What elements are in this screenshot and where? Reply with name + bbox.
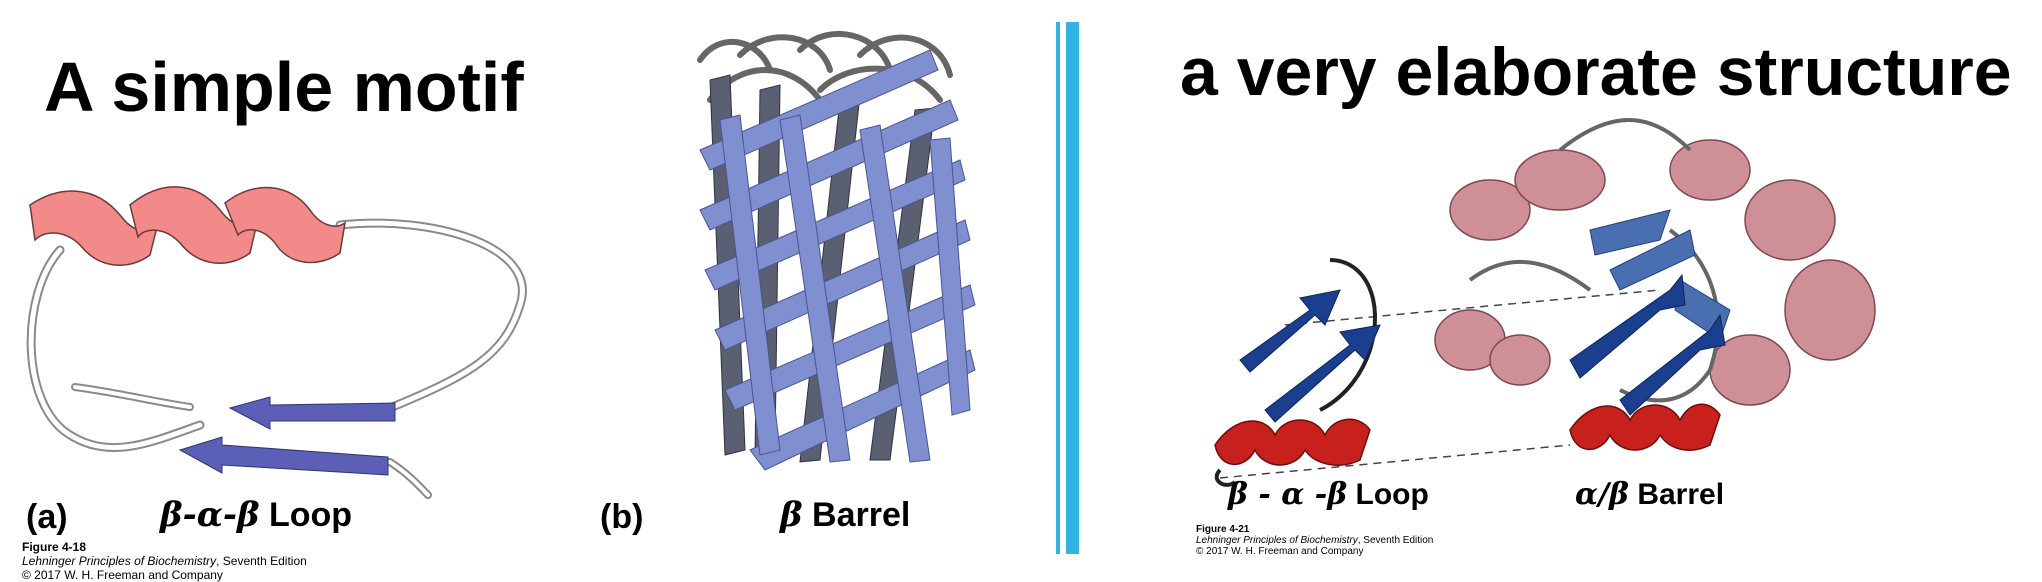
right-barrel-word: Barrel <box>1637 478 1725 511</box>
right-caption-book: Lehninger Principles of Biochemistry <box>1196 535 1358 546</box>
section-divider-bold <box>1066 22 1079 554</box>
panel-b-greek: β <box>780 495 803 535</box>
right-loop-greek: β - α -β <box>1228 477 1348 512</box>
panel-a-greek: β-α-β <box>160 495 260 535</box>
right-barrel-greek: α/β <box>1575 477 1629 512</box>
right-loop-word: Loop <box>1355 478 1429 511</box>
panel-b-letter: (b) <box>600 498 644 536</box>
right-loop-label: β - α -β Loop <box>1228 480 1429 510</box>
right-caption-edition: , Seventh Edition <box>1357 535 1434 546</box>
panel-a-label: β-α-β Loop <box>160 498 352 532</box>
right-title: a very elaborate structure <box>1180 34 2012 110</box>
left-caption: Figure 4-18 Lehninger Principles of Bioc… <box>22 540 307 582</box>
section-divider <box>1056 22 1060 554</box>
right-caption-copyright: © 2017 W. H. Freeman and Company <box>1196 546 1364 557</box>
panel-b-word: Barrel <box>812 496 911 534</box>
left-caption-book: Lehninger Principles of Biochemistry <box>22 554 217 568</box>
beta-alpha-beta-loop-illustration <box>26 186 527 499</box>
right-caption-figure: Figure 4-21 <box>1196 524 1250 535</box>
right-barrel-label: α/β Barrel <box>1575 480 1724 510</box>
right-caption: Figure 4-21 Lehninger Principles of Bioc… <box>1196 524 1433 557</box>
left-caption-copyright: © 2017 W. H. Freeman and Company <box>22 568 223 582</box>
panel-a-word: Loop <box>269 496 353 534</box>
beta-barrel-illustration <box>697 31 976 471</box>
left-caption-edition: , Seventh Edition <box>216 554 307 568</box>
left-caption-figure: Figure 4-18 <box>22 540 87 554</box>
panel-b-label: β Barrel <box>780 498 910 532</box>
alpha-beta-barrel-illustration <box>1214 118 1876 487</box>
left-title: A simple motif <box>44 48 524 126</box>
panel-a-letter: (a) <box>26 498 68 536</box>
